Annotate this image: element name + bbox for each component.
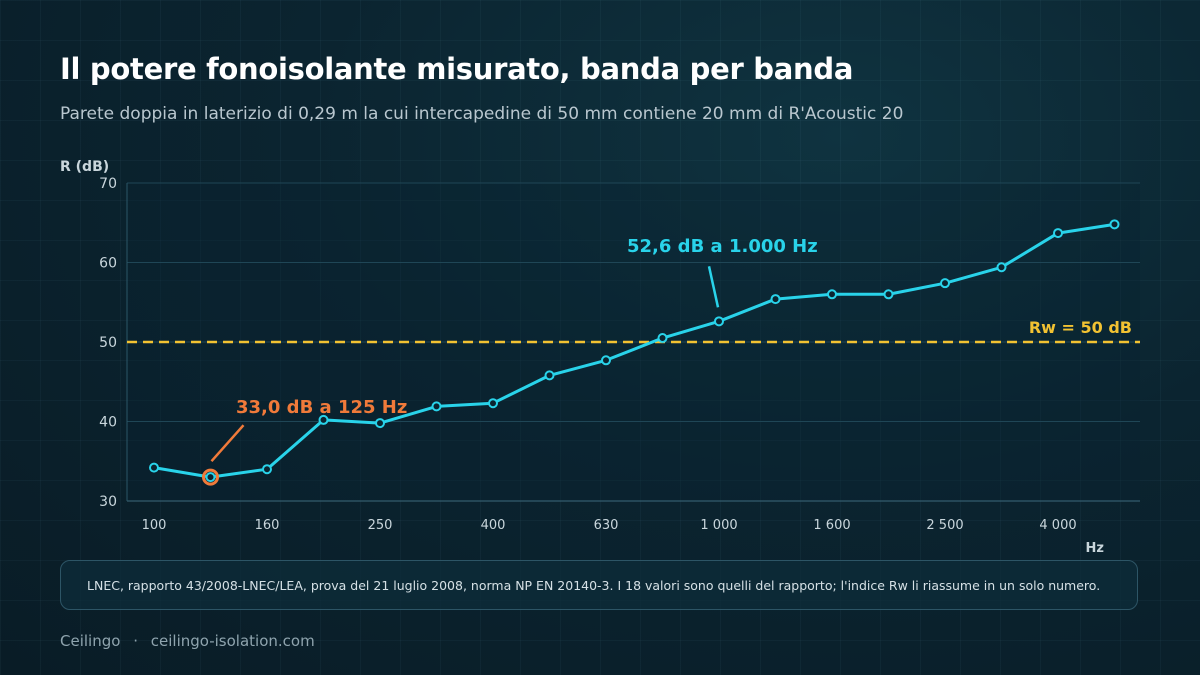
data-point [996, 262, 1007, 273]
x-tick-label: 1 000 [700, 518, 737, 533]
data-point [262, 464, 272, 475]
y-axis-label: R (dB) [60, 159, 109, 175]
x-tick-label: 2 500 [926, 518, 963, 533]
x-tick-label: 630 [594, 518, 619, 533]
annotation-leader-low [210, 424, 245, 462]
y-tick-label: 40 [99, 415, 117, 431]
x-axis-label: Hz [1086, 541, 1104, 556]
data-point [1053, 228, 1063, 239]
x-tick-label: 100 [142, 518, 167, 533]
x-tick-label: 160 [255, 518, 280, 533]
x-tick-label: 1 600 [813, 518, 850, 533]
annotation-high: 52,6 dB a 1.000 Hz [627, 236, 818, 257]
y-tick-label: 30 [99, 494, 117, 510]
footer-brand: Ceilingo [60, 632, 121, 650]
data-point [883, 289, 894, 300]
footer: Ceilingo · ceilingo-isolation.com [60, 632, 323, 650]
chart-title: Il potere fonoisolante misurato, banda p… [60, 52, 854, 86]
data-point [431, 401, 442, 412]
highlight-point-low [202, 468, 219, 486]
source-note-text: LNEC, rapporto 43/2008-LNEC/LEA, prova d… [87, 578, 1101, 593]
x-tick-label: 400 [481, 518, 506, 533]
data-point [488, 398, 498, 409]
data-point [657, 333, 668, 344]
y-tick-label: 50 [99, 335, 117, 351]
chart-subtitle: Parete doppia in laterizio di 0,29 m la … [60, 104, 904, 124]
footer-separator: · [133, 632, 138, 650]
y-tick-label: 70 [99, 176, 117, 192]
annotation-leader-high [707, 266, 720, 308]
data-point [149, 462, 159, 473]
x-tick-label: 4 000 [1039, 518, 1076, 533]
annotation-low: 33,0 dB a 125 Hz [236, 397, 407, 418]
source-note: LNEC, rapporto 43/2008-LNEC/LEA, prova d… [60, 560, 1138, 610]
data-point [714, 316, 724, 327]
data-point [1109, 219, 1120, 230]
data-point [827, 289, 837, 300]
footer-site: ceilingo-isolation.com [150, 632, 315, 650]
series-line [153, 222, 1115, 479]
data-point [940, 278, 950, 289]
rw-reference-label: Rw = 50 dB [1029, 318, 1132, 337]
data-point [601, 355, 611, 366]
data-point [770, 294, 781, 305]
data-point [205, 472, 216, 483]
y-tick-label: 60 [99, 256, 117, 272]
data-point [375, 418, 385, 429]
x-tick-label: 250 [368, 518, 393, 533]
line-chart: 30 40 50 60 70R (dB) 100 160 250 400 630 1 000 1 60… [60, 159, 1140, 556]
data-point [544, 370, 555, 381]
data-point [318, 414, 329, 425]
